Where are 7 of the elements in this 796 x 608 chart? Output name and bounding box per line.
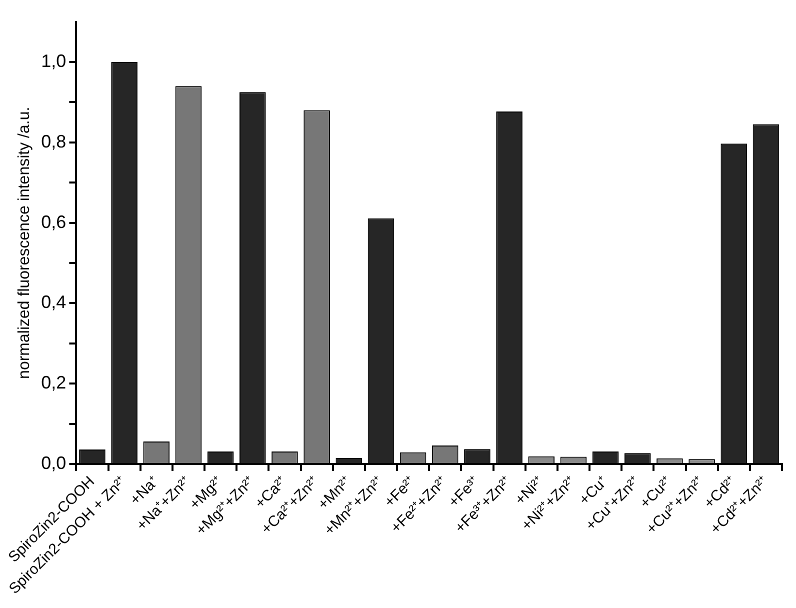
y-tick-label: 0,6 (41, 212, 66, 232)
y-tick-label: 0,8 (41, 131, 66, 152)
y-axis-title: normalized fluorescence intensity /a.u. (16, 106, 33, 379)
y-tick-label: 0,0 (41, 452, 66, 473)
y-tick-label: 0,4 (41, 292, 66, 312)
y-tick-label: 1,0 (41, 50, 66, 71)
y-tick-label: 0,2 (41, 372, 66, 393)
